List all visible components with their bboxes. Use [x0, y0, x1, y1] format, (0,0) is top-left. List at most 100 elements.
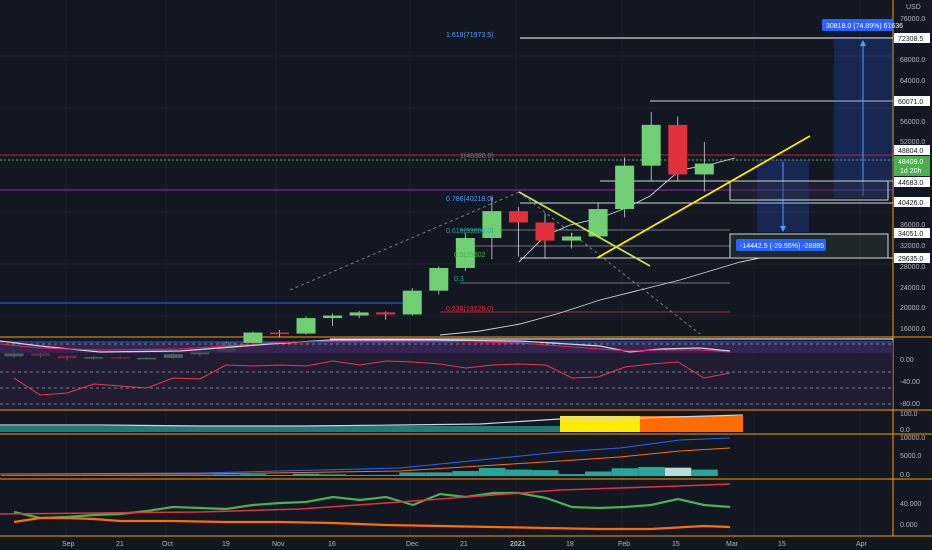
green-trendline[interactable]	[518, 191, 651, 267]
volume-bar	[664, 467, 692, 476]
time-tick: 21	[460, 541, 468, 548]
candle-up[interactable]	[455, 238, 475, 268]
fib-labels: 1.618(71973.5) 1(48386.0) 0.786(40218.0)…	[446, 32, 494, 313]
fib-label-0618: 0.618(33806.0)	[446, 228, 493, 235]
measure-up-label: 30818.0 (74.89%) 61636	[822, 19, 903, 31]
svg-text:-14442.5 (-29.55%) -28885: -14442.5 (-29.55%) -28885	[740, 243, 824, 250]
volume-bar	[186, 475, 214, 476]
volume-bar	[399, 472, 426, 476]
measure-up-box[interactable]	[834, 38, 893, 198]
volume-bar	[532, 470, 559, 476]
fib-label-1: 1(48386.0)	[460, 153, 494, 160]
pane4-axis-tick: 10000.0	[900, 435, 925, 442]
fib-label-0236: 0.236(19226.0)	[446, 306, 493, 313]
moving-average-line	[439, 257, 761, 336]
rsi-axis-tick: 0.00	[900, 357, 914, 364]
dotted-trend-lines	[289, 191, 701, 335]
price-axis[interactable]: USD 76000.0 68000.0 64000.0 56000.0 5200…	[900, 4, 925, 333]
pane-separators	[0, 0, 932, 537]
price-tick: 52000.0	[900, 139, 925, 146]
time-tick: Apr	[856, 541, 868, 548]
price-tick: 28000.0	[900, 264, 925, 271]
volume-bar	[319, 474, 347, 476]
time-tick: 16	[328, 541, 336, 548]
candle-up[interactable]	[641, 124, 661, 166]
candle-down[interactable]	[376, 312, 396, 315]
volume-bar	[213, 474, 240, 476]
volume-bar	[691, 469, 718, 476]
pane3-axis-tick: 0.0	[900, 427, 910, 434]
fib-label-0786: 0.786(40218.0)	[446, 196, 493, 203]
price-tags: 72308.5 60071.0 48804.0 48409.0 1d 20h 4…	[894, 33, 930, 263]
candle-down[interactable]	[668, 124, 688, 175]
grid	[0, 0, 893, 536]
candle-up[interactable]	[482, 211, 502, 238]
volume-bar	[160, 475, 187, 476]
price-tick: 20000.0	[900, 305, 925, 312]
candle-up[interactable]	[588, 209, 608, 237]
pane5-axis-tick: 0.000	[900, 522, 918, 529]
time-tick: 2021	[510, 541, 526, 548]
candle-up[interactable]	[323, 315, 343, 319]
price-tag-current: 48409.0	[898, 159, 923, 166]
dmi-orange-line	[13, 516, 731, 531]
time-tick: 18	[566, 541, 574, 548]
candle-up[interactable]	[296, 318, 316, 334]
pane4-axis-tick: 0.0	[900, 472, 910, 479]
rsi-axis-tick: -40.00	[900, 379, 920, 386]
price-tag: 44683.0	[898, 180, 923, 187]
time-tick: Oct	[162, 541, 173, 548]
dmi-red-line	[0, 483, 731, 515]
volume-bar	[478, 467, 506, 476]
price-tag: 34051.0	[898, 231, 923, 238]
price-tick: 56000.0	[900, 119, 925, 126]
rsi-line	[13, 360, 731, 396]
time-tick: 15	[778, 541, 786, 548]
volume-bar	[293, 473, 320, 476]
fib-label-05: 0.5(29302	[454, 252, 486, 259]
candle-down[interactable]	[270, 332, 289, 335]
price-tick: 24000.0	[900, 285, 925, 292]
time-tick: Mar	[726, 541, 739, 548]
candle-up[interactable]	[243, 332, 263, 343]
candle-up[interactable]	[429, 267, 449, 291]
volume-pane[interactable]: 10000.0 5000.0 0.0	[0, 435, 925, 479]
time-tick: Dec	[406, 541, 419, 548]
price-tag-countdown: 1d 20h	[900, 168, 922, 175]
heat-pane[interactable]: 100.0 0.0	[0, 411, 918, 434]
measure-down-box[interactable]	[757, 160, 809, 232]
candle-up[interactable]	[615, 165, 635, 210]
volume-bar	[54, 475, 81, 476]
volume-bar	[346, 475, 373, 476]
fib-label-1618: 1.618(71973.5)	[446, 32, 493, 39]
price-tag: 72308.5	[898, 36, 923, 43]
volume-bar	[585, 471, 612, 476]
price-tag: 48804.0	[898, 148, 923, 155]
price-tag: 40426.0	[898, 200, 923, 207]
candle-down[interactable]	[535, 222, 555, 241]
candle-up[interactable]	[562, 236, 582, 241]
yellow-trendline[interactable]	[596, 135, 811, 259]
fib-label-038: 0.3	[454, 276, 464, 283]
price-tick: 64000.0	[900, 78, 925, 85]
volume-bar	[425, 472, 453, 476]
candle-up[interactable]	[694, 163, 714, 175]
volume-bar	[611, 468, 639, 476]
dmi-pane[interactable]: 40.000 0.000	[0, 483, 922, 531]
zone-box-upper[interactable]	[729, 180, 889, 201]
time-axis[interactable]: Sep 21 Oct 19 Nov 16 Dec 21 2021 18 Feb …	[62, 541, 868, 548]
price-tag: 60071.0	[898, 99, 923, 106]
rsi-mini-line-pink	[0, 340, 731, 353]
volume-bar	[266, 475, 293, 476]
candle-up[interactable]	[402, 290, 422, 315]
rsi-mini-line-white	[0, 339, 731, 353]
rsi-axis-tick: -80.00	[900, 401, 920, 408]
rsi-pane[interactable]: 0.00 -40.00 -80.00	[0, 339, 920, 409]
volume-bar	[80, 475, 108, 476]
volume-bar	[27, 475, 55, 476]
candle-up[interactable]	[349, 312, 369, 316]
candle-down[interactable]	[508, 211, 528, 223]
volume-bar	[505, 469, 532, 476]
volume-bar	[452, 471, 479, 476]
